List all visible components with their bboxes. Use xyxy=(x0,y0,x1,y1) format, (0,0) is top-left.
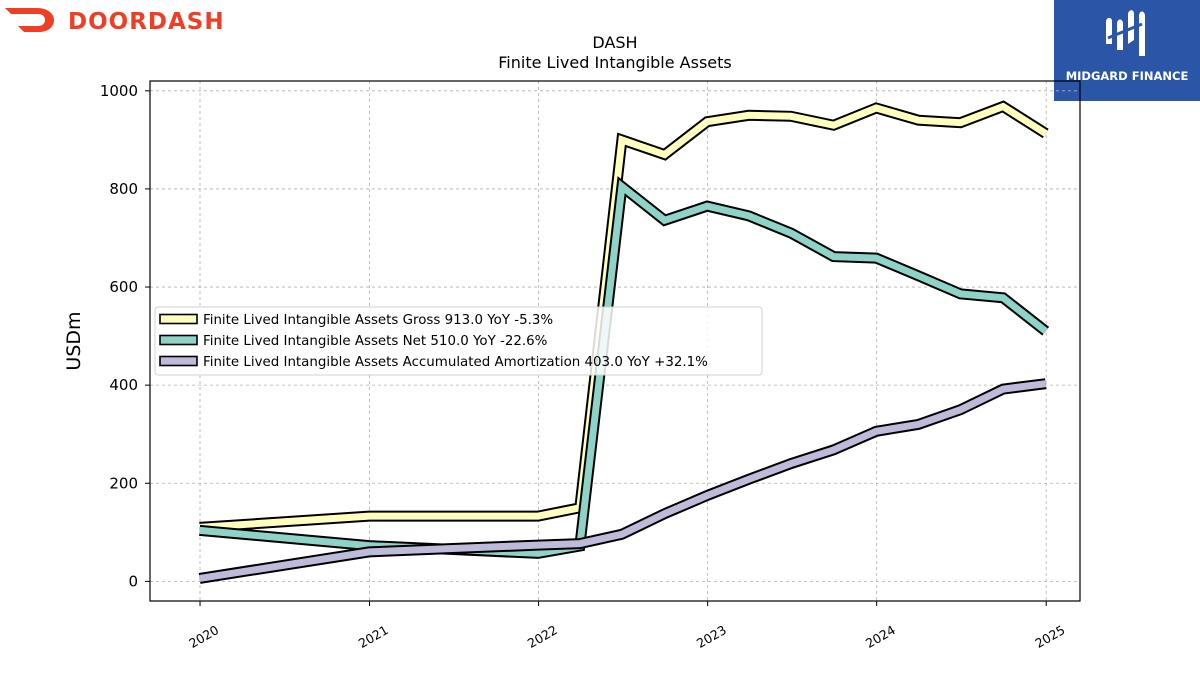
legend: Finite Lived Intangible Assets Gross 913… xyxy=(154,306,763,376)
y-axis: 0 200 400 600 800 1000 xyxy=(100,82,150,590)
badge-name: MIDGARD FINANCE xyxy=(1065,69,1189,83)
plot-frame xyxy=(149,80,1081,602)
y-tick-label: 600 xyxy=(109,278,138,296)
series-line xyxy=(199,102,1048,531)
chart-title: DASH xyxy=(592,33,637,52)
chart-subtitle: Finite Lived Intangible Assets xyxy=(498,53,731,72)
brand-name: DOORDASH xyxy=(68,9,225,34)
x-tick-label: 2021 xyxy=(356,622,391,651)
x-axis: 2020 2021 2022 2023 2024 2025 xyxy=(186,601,1067,651)
x-tick-label: 2023 xyxy=(694,622,729,651)
x-tick-label: 2020 xyxy=(186,622,221,651)
y-axis-label: USDm xyxy=(63,311,85,370)
x-tick-label: 2022 xyxy=(525,622,560,651)
x-tick-label: 2025 xyxy=(1032,622,1067,651)
doordash-icon xyxy=(5,8,54,32)
series-3 xyxy=(198,378,1047,584)
legend-label: Finite Lived Intangible Assets Gross 913… xyxy=(203,313,553,328)
mf-monogram-icon xyxy=(1106,10,1145,56)
legend-label: Finite Lived Intangible Assets Accumulat… xyxy=(203,355,708,370)
y-tick-label: 200 xyxy=(109,474,138,492)
series-line xyxy=(199,179,1048,557)
midgard-finance-badge: MIDGARD FINANCE xyxy=(1054,0,1200,101)
series-layer xyxy=(198,100,1050,584)
y-tick-label: 0 xyxy=(128,572,138,590)
series-line xyxy=(199,380,1047,582)
legend-swatch xyxy=(159,313,198,325)
series-line-outline xyxy=(198,378,1047,584)
y-tick-label: 400 xyxy=(109,376,138,394)
series-1 xyxy=(199,100,1049,533)
legend-box xyxy=(154,306,763,376)
legend-swatch xyxy=(159,355,198,367)
x-tick-label: 2024 xyxy=(863,622,898,651)
y-tick-label: 1000 xyxy=(100,82,138,100)
y-tick-label: 800 xyxy=(109,180,138,198)
legend-label: Finite Lived Intangible Assets Net 510.0… xyxy=(203,334,547,349)
series-2 xyxy=(199,176,1050,559)
brand-logo: DOORDASH xyxy=(5,8,225,34)
legend-swatch xyxy=(159,334,198,346)
